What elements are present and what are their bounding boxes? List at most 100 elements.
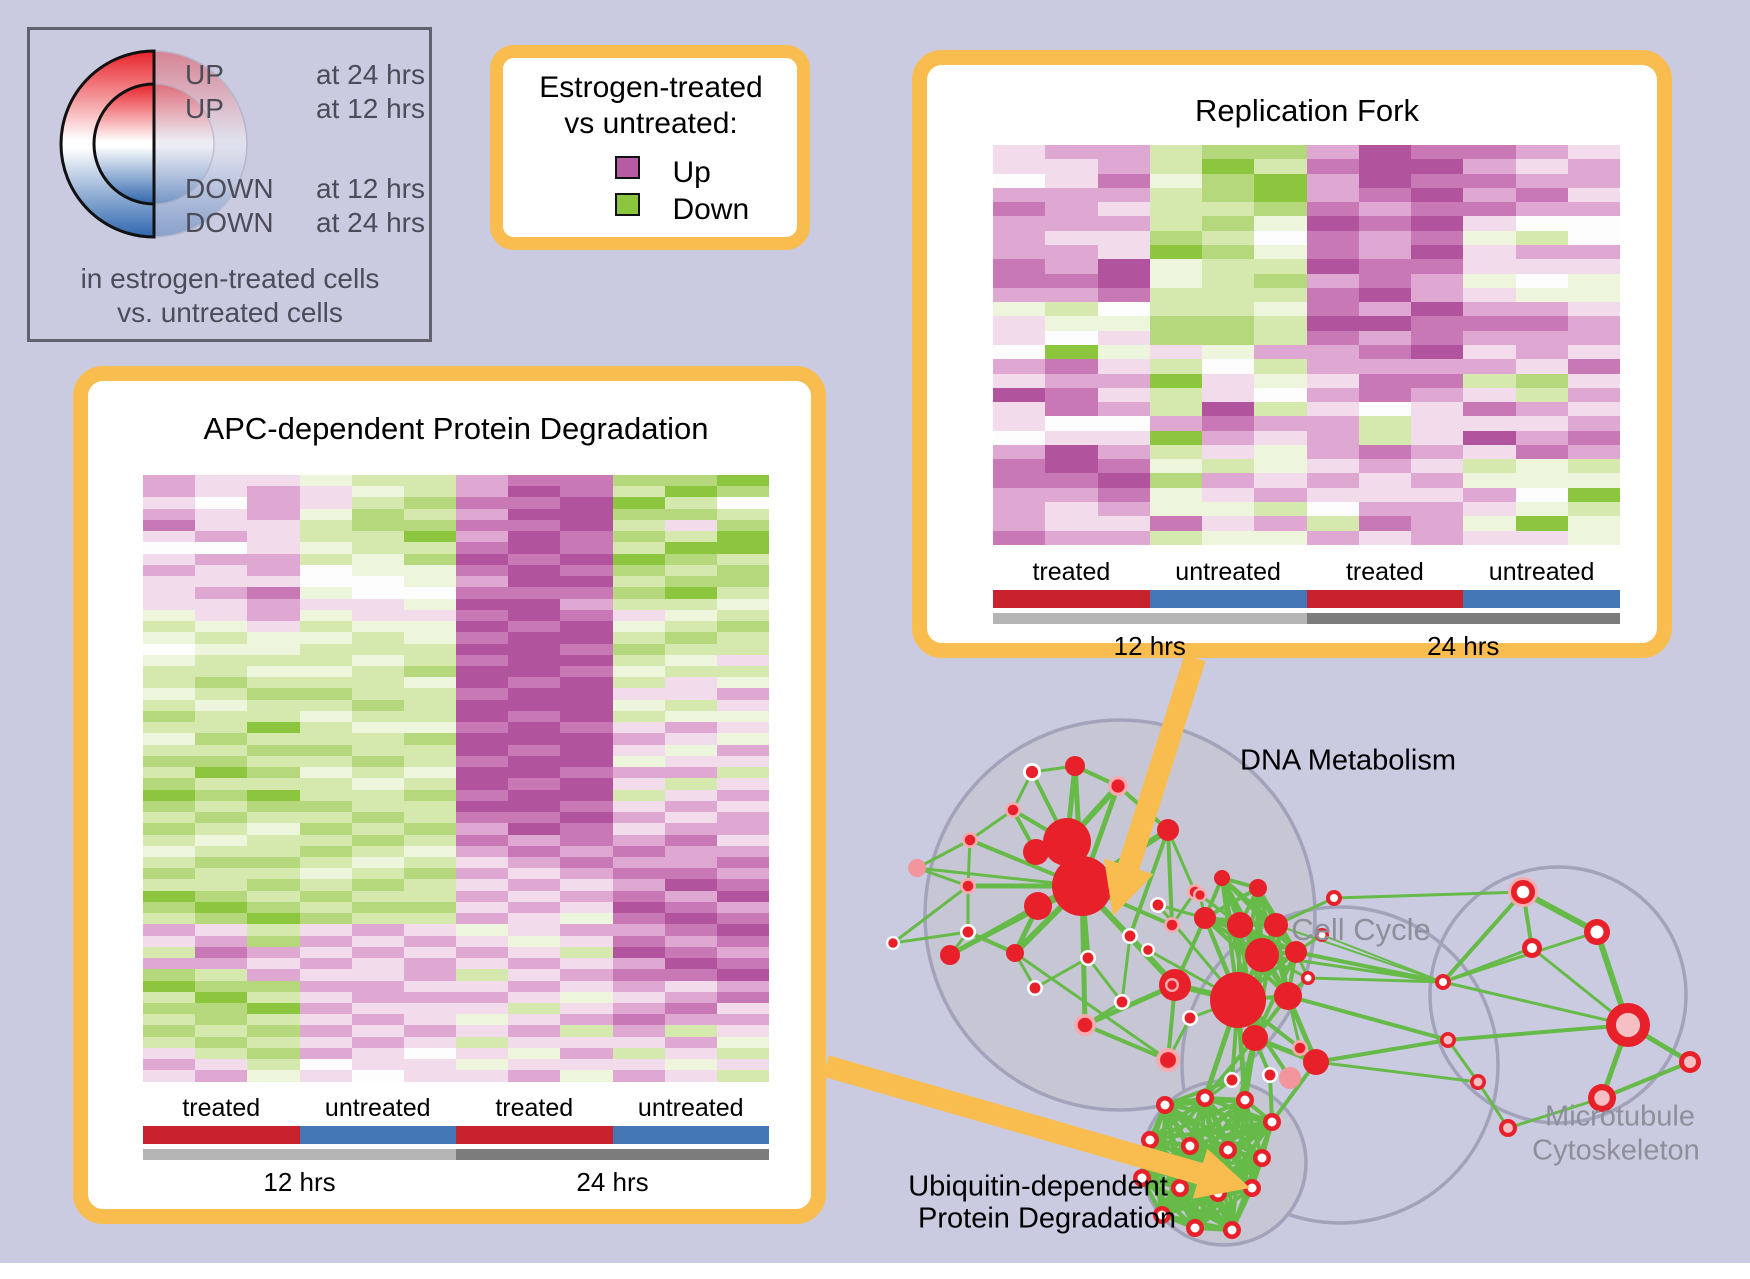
- heatmap-row: [143, 789, 770, 801]
- heatmap-cell: [1567, 230, 1620, 245]
- cluster-circle-microtubule-cytoskeleton: [1428, 865, 1688, 1125]
- heatmap-cell: [716, 845, 770, 857]
- heatmap-cell: [247, 531, 300, 543]
- heatmap-cell: [299, 812, 352, 824]
- heatmap-cell: [612, 901, 665, 914]
- heatmap-cell: [716, 1047, 770, 1060]
- network-node-c16: [1318, 931, 1326, 939]
- heatmap-cell: [351, 710, 404, 723]
- heatmap-cell: [195, 531, 248, 543]
- heatmap-cell: [143, 755, 196, 768]
- heatmap-cell: [560, 969, 613, 981]
- heatmap-cell: [1411, 230, 1464, 245]
- heatmap-cell: [612, 677, 665, 689]
- network-node-c7: [1274, 982, 1302, 1010]
- heatmap-cell: [560, 643, 613, 655]
- heatmap-cell: [664, 665, 717, 678]
- heatmap-cell: [1306, 187, 1359, 203]
- group-label: untreated: [1175, 558, 1281, 586]
- heatmap-cell: [299, 823, 352, 835]
- heatmap-cell: [612, 991, 665, 1004]
- heatmap-cell: [1306, 259, 1359, 274]
- heatmap-row: [143, 531, 770, 543]
- heatmap-cell: [351, 699, 404, 711]
- heatmap-cell: [1567, 159, 1620, 174]
- heatmap-cell: [1567, 259, 1620, 274]
- heatmap-cell: [247, 834, 300, 846]
- heatmap-cell: [664, 913, 717, 925]
- heatmap-cell: [560, 834, 613, 846]
- heatmap-cell: [560, 856, 613, 869]
- heatmap-cell: [560, 519, 613, 532]
- heatmap-cell: [1306, 516, 1359, 531]
- heatmap-cell: [1567, 273, 1620, 288]
- heatmap-cell: [508, 1025, 561, 1037]
- legend-row-up24: UP at 24 hrs: [185, 61, 425, 89]
- heatmap-cell: [664, 475, 717, 487]
- heatmap-cell: [456, 710, 509, 723]
- heatmap-cell: [612, 856, 665, 869]
- heatmap-cell: [664, 856, 717, 869]
- group-color-bar: [143, 1126, 300, 1144]
- heatmap-cell: [1411, 344, 1464, 360]
- heatmap-cell: [403, 958, 457, 970]
- heatmap-cell: [993, 287, 1046, 303]
- heatmap-cell: [560, 699, 613, 711]
- heatmap-cell: [403, 845, 457, 857]
- heatmap-cell: [351, 991, 404, 1004]
- heatmap-cell: [456, 1003, 509, 1015]
- heatmap-cell: [351, 868, 404, 880]
- heatmap-row: [993, 244, 1620, 260]
- heatmap-cell: [1202, 430, 1255, 445]
- heatmap-cell: [195, 744, 248, 756]
- heatmap-row: [993, 502, 1620, 517]
- heatmap-cell: [993, 187, 1046, 203]
- network-edge: [1441, 890, 1525, 984]
- network-node-c20: [1226, 1074, 1238, 1086]
- heatmap-cell: [456, 778, 509, 790]
- heatmap-cell: [195, 935, 248, 947]
- heatmap-cell: [299, 778, 352, 790]
- heatmap-cell: [1149, 202, 1202, 217]
- heatmap-cell: [1567, 244, 1620, 260]
- heatmap-cell: [1254, 473, 1307, 488]
- heatmap-cell: [1097, 416, 1150, 431]
- heatmap-cell: [1306, 244, 1359, 260]
- heatmap-cell: [1149, 259, 1202, 274]
- heatmap-cell: [195, 576, 248, 588]
- heatmap-cell: [403, 868, 457, 880]
- heatmap-cell: [508, 879, 561, 891]
- legend-word: DOWN: [185, 173, 274, 204]
- heatmap-cell: [1254, 330, 1307, 345]
- heatmap-cell: [247, 677, 300, 689]
- estrogen-legend-title-line2: vs untreated:: [564, 107, 738, 140]
- heatmap-cell: [351, 632, 404, 644]
- heatmap-cell: [195, 1047, 248, 1060]
- heatmap-cell: [716, 553, 770, 565]
- heatmap-cell: [351, 789, 404, 801]
- heatmap-cell: [403, 901, 457, 914]
- heatmap-cell: [1045, 459, 1098, 474]
- network-node-c14: [1184, 1012, 1196, 1024]
- heatmap-cell: [351, 890, 404, 902]
- heatmap-cell: [716, 744, 770, 756]
- heatmap-cell: [1411, 287, 1464, 303]
- network-node-c15: [1304, 974, 1312, 982]
- heatmap-cell: [1097, 430, 1150, 445]
- heatmap-cell: [1515, 316, 1568, 331]
- heatmap-cell: [612, 688, 665, 700]
- heatmap-cell: [143, 767, 196, 779]
- heatmap-cell: [247, 879, 300, 891]
- heatmap-cell: [403, 879, 457, 891]
- heatmap-cell: [351, 564, 404, 577]
- heatmap-cell: [1254, 287, 1307, 303]
- heatmap-cell: [143, 991, 196, 1004]
- heatmap-cell: [664, 643, 717, 655]
- heatmap-cell: [716, 969, 770, 981]
- heatmap-cell: [403, 980, 457, 992]
- heatmap-row: [143, 475, 770, 487]
- heatmap-cell: [1045, 359, 1098, 374]
- legend-time: at 24 hrs: [316, 59, 425, 90]
- replication-fork-title: Replication Fork: [1195, 93, 1419, 128]
- heatmap-cell: [1202, 516, 1255, 531]
